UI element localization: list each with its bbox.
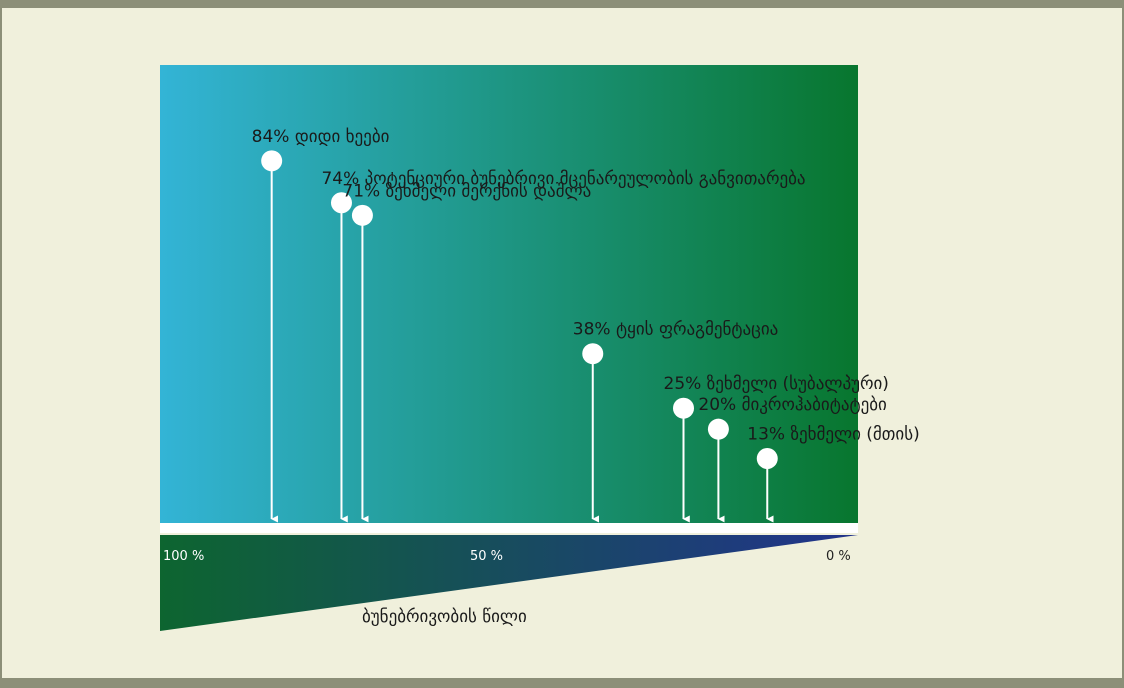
indicator-dot (673, 397, 694, 419)
frame-bottom-bar (0, 678, 1124, 688)
frame-left-edge (0, 8, 2, 678)
indicator-dot (330, 192, 352, 214)
axis-strip (160, 523, 858, 533)
axis-tick-label: 50 % (470, 549, 503, 564)
frame-right-edge (1122, 8, 1124, 678)
indicator-label: 71% ზეხმელი მერქნის დაშლა (342, 181, 591, 201)
indicator-dot (707, 418, 729, 440)
indicator-label: 74% პოტენციური ბუნებრივი მცენარეულობის გ… (321, 169, 805, 189)
indicator-label: 20% მიკროჰაბიტატები (698, 395, 886, 415)
naturalness-wedge (160, 535, 858, 631)
indicator-label: 38% ტყის ფრაგმენტაცია (573, 320, 779, 340)
axis-caption: ბუნებრივობის წილი (362, 607, 527, 627)
indicator-dot (582, 343, 604, 365)
indicator-label: 84% დიდი ხეები (252, 127, 390, 147)
axis-tick-label: 100 % (163, 549, 204, 564)
axis-tick-label: 0 % (826, 549, 851, 564)
frame-top-bar (0, 0, 1124, 8)
gradient-panel (160, 65, 858, 523)
indicator-dot (351, 204, 373, 226)
indicator-label: 25% ზეხმელი (სუბალპური) (664, 374, 889, 394)
indicator-dot (756, 447, 778, 469)
indicator-label: 13% ზეხმელი (მთის) (747, 424, 919, 444)
indicator-marks: 84% დიდი ხეები 74% პოტენციური ბუნებრივი მ… (252, 127, 920, 523)
indicator-dot (261, 150, 283, 172)
